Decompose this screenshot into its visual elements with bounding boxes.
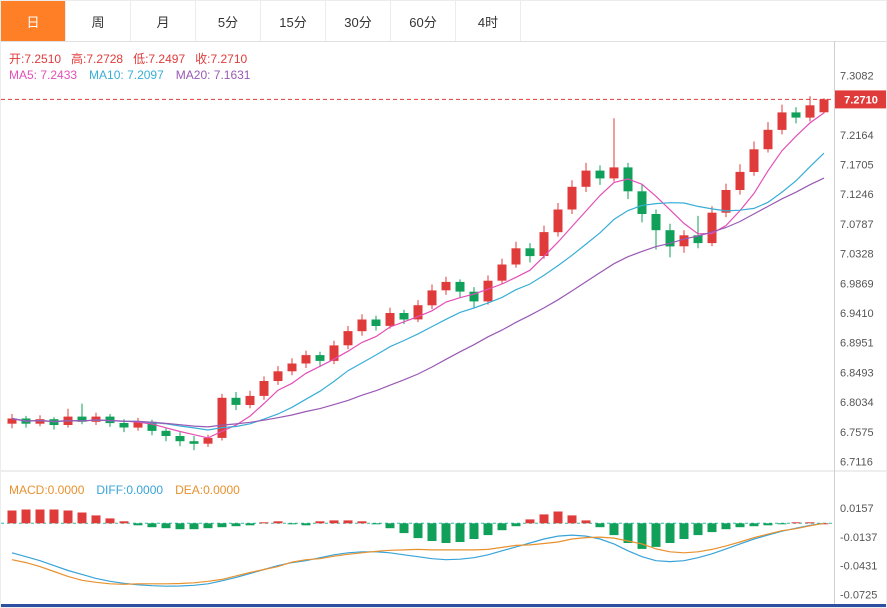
ohlc-close-value: 收:7.2710 — [195, 52, 248, 66]
ohlc-high-value: 高:7.2728 — [71, 52, 124, 66]
ma10-line — [11, 152, 825, 431]
macd-axis-label: 0.0157 — [840, 503, 874, 515]
ohlc-low-value: 低:7.2497 — [133, 52, 186, 66]
price-axis-label: 6.8034 — [840, 397, 874, 409]
ma10-value: MA10: 7.2097 — [89, 68, 164, 82]
diff-line — [11, 522, 825, 587]
macd-info: MACD:0.0000 DIFF:0.0000 DEA:0.0000 — [9, 483, 252, 497]
svg-text:7.2710: 7.2710 — [844, 94, 878, 106]
tab-30min[interactable]: 30分 — [326, 1, 391, 41]
tab-15min[interactable]: 15分 — [261, 1, 326, 41]
price-axis-label: 6.7116 — [840, 457, 873, 469]
price-axis-label: 6.8951 — [840, 338, 874, 350]
ma5-line — [11, 112, 825, 439]
dea-line — [11, 522, 825, 585]
ma20-line — [11, 177, 825, 428]
tab-4hour[interactable]: 4时 — [456, 1, 521, 41]
macd-axis-labels: 0.0157 -0.0137 -0.0431 -0.0725 — [840, 503, 877, 602]
chart-frame — [1, 41, 886, 607]
price-axis-label: 6.9410 — [840, 308, 874, 320]
ohlc-open-value: 开:7.2510 — [9, 52, 62, 66]
price-axis-label: 6.7575 — [840, 427, 874, 439]
price-axis-label: 7.0787 — [840, 219, 874, 231]
price-axis-labels: 7.3082 7.2164 7.1705 7.1246 7.0787 7.0328 6.98… — [840, 70, 874, 468]
tab-daily[interactable]: 日 — [1, 1, 66, 41]
macd-value: MACD:0.0000 — [9, 483, 85, 497]
dea-value: DEA:0.0000 — [175, 483, 240, 497]
price-axis-label: 7.1705 — [840, 160, 874, 172]
macd-axis-label: -0.0137 — [840, 532, 877, 544]
ma20-value: MA20: 7.1631 — [175, 68, 251, 82]
ma5-value: MA5: 7.2433 — [9, 68, 78, 82]
tab-60min[interactable]: 60分 — [391, 1, 456, 41]
ohlc-info: 开:7.2510 高:7.2728 低:7.2497 收:7.2710 — [9, 50, 257, 67]
current-price-tag: 7.2710 — [835, 90, 886, 109]
price-axis-label: 7.1246 — [840, 189, 874, 201]
price-axis-label: 7.3082 — [840, 70, 874, 82]
timeframe-toolbar: 日 周 月 5分 15分 30分 60分 4时 — [1, 1, 886, 42]
price-axis-label: 7.2164 — [840, 130, 874, 142]
ma-info: MA5: 7.2433 MA10: 7.2097 MA20: 7.1631 — [9, 68, 262, 82]
chart-canvas[interactable]: 7.2710 7.3082 7.2164 7.1705 7.1246 7.0787 7.03… — [1, 41, 887, 608]
price-axis-label: 7.0328 — [840, 249, 874, 261]
price-axis-label: 6.8493 — [840, 367, 874, 379]
tab-monthly[interactable]: 月 — [131, 1, 196, 41]
bottom-border — [1, 604, 886, 607]
macd-histogram — [7, 509, 829, 549]
macd-axis-label: -0.0725 — [840, 590, 877, 602]
tab-5min[interactable]: 5分 — [196, 1, 261, 41]
candlestick-series — [7, 96, 829, 451]
diff-value: DIFF:0.0000 — [96, 483, 164, 497]
tab-weekly[interactable]: 周 — [66, 1, 131, 41]
macd-axis-label: -0.0431 — [840, 561, 877, 573]
price-axis-label: 6.9869 — [840, 278, 874, 290]
